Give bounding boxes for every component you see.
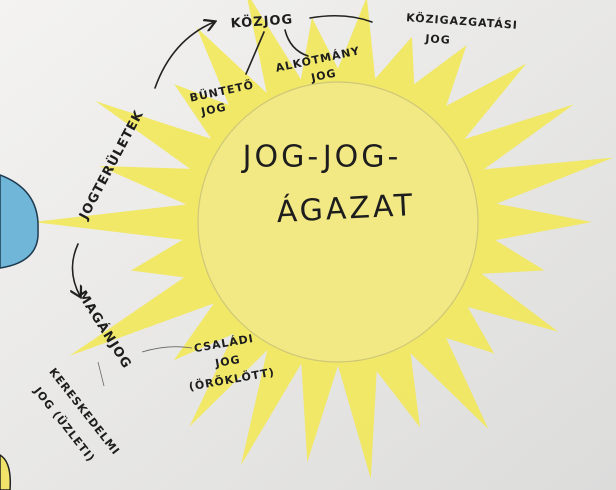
mind-map: JOG-JOG- ÁGAZAT KÖZJOG KÖZIGAZGATÁSI JOG… [0,0,616,490]
center-title: ÁGAZAT [276,187,417,230]
center-title: JOG-JOG- [241,140,402,175]
node-label: JOG [424,32,451,47]
